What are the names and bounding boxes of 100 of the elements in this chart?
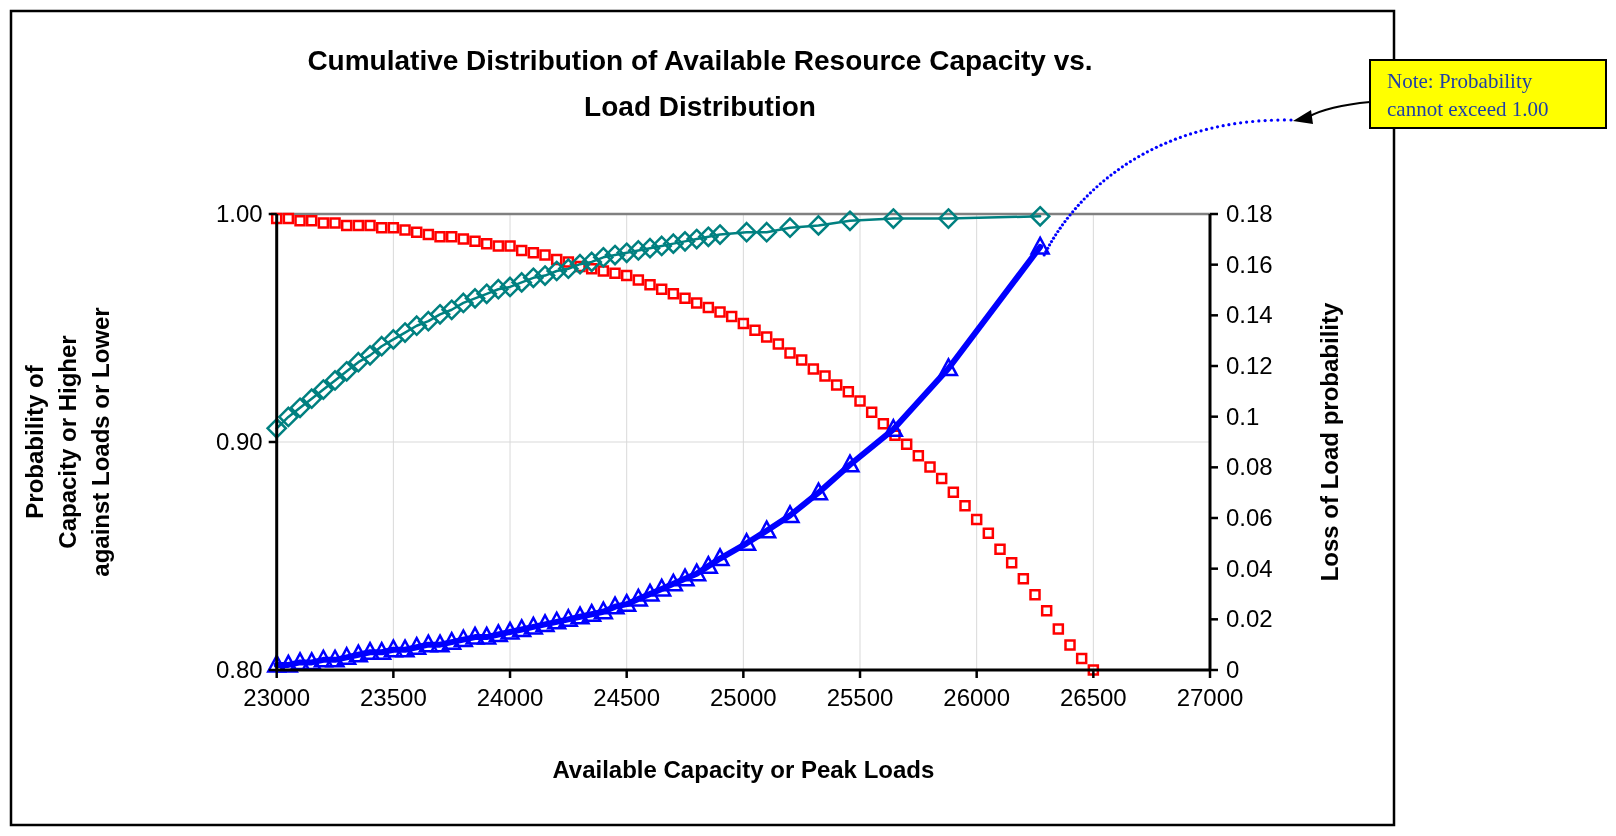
point [313, 649, 334, 668]
x-tick-label: 26500 [1059, 684, 1127, 711]
point [1029, 205, 1051, 227]
point [301, 388, 323, 410]
point [406, 315, 428, 337]
x-tick-label: 25500 [826, 684, 894, 711]
point [639, 237, 661, 259]
point [569, 253, 591, 275]
point [651, 578, 672, 597]
point [453, 292, 474, 314]
point [266, 417, 288, 439]
x-tick-label: 25000 [709, 684, 777, 711]
point [441, 299, 463, 321]
point [499, 276, 521, 298]
y2-tick-label: 0.06 [1226, 504, 1273, 531]
chart-title: Cumulative Distribution of Available Resource Capacity vs. Load Distribution [307, 45, 1093, 122]
point [710, 548, 730, 567]
point [465, 626, 485, 645]
point [511, 272, 533, 293]
point [604, 244, 626, 266]
point [406, 636, 427, 655]
point [663, 573, 684, 592]
point [698, 226, 719, 248]
y2-tick-label: 0.08 [1226, 453, 1273, 481]
point [558, 608, 579, 628]
y2-tick-label: 0 [1226, 656, 1240, 683]
point [313, 379, 334, 400]
point [593, 601, 614, 620]
x-tick-label: 27000 [1176, 684, 1244, 711]
point [698, 555, 719, 574]
point [616, 242, 638, 264]
point [488, 624, 509, 643]
point [709, 224, 731, 245]
point [383, 329, 404, 350]
point [302, 652, 322, 671]
point [359, 345, 381, 366]
x-tick-label: 26000 [943, 684, 1011, 711]
y-axis-title: Probability of Capacity or Higher against Loads or Lower [21, 307, 114, 577]
point [581, 603, 602, 623]
point [651, 235, 673, 257]
point [756, 520, 777, 539]
point [640, 583, 660, 602]
point [429, 303, 451, 325]
point [267, 654, 287, 673]
point [372, 641, 392, 661]
point [938, 358, 959, 377]
point [523, 267, 544, 289]
point [558, 258, 579, 280]
point [535, 614, 555, 633]
x-tick-label: 24000 [476, 684, 544, 711]
point [418, 634, 439, 653]
point [686, 228, 708, 250]
point [628, 240, 649, 261]
point [383, 639, 404, 658]
point [736, 221, 757, 243]
point [674, 231, 696, 252]
y2-axis-title: Loss of Load probability [1316, 302, 1343, 582]
point [348, 644, 369, 663]
y-tick-label: 0.90 [215, 428, 263, 455]
point [453, 629, 474, 648]
point [581, 251, 603, 273]
y2-tick-label: 0.1 [1226, 402, 1260, 430]
point [686, 563, 707, 582]
point [418, 310, 439, 332]
point [511, 619, 532, 638]
point [395, 639, 415, 658]
y2-tick-label: 0.16 [1226, 250, 1273, 278]
x-tick-label: 24500 [593, 684, 661, 711]
point [289, 397, 311, 419]
point [736, 532, 757, 552]
point [616, 593, 637, 612]
point [476, 283, 498, 305]
point [808, 215, 829, 236]
point [938, 208, 959, 229]
point [546, 260, 568, 282]
y-tick-label: 1.00 [215, 200, 263, 227]
y2-tick-label: 0.12 [1226, 352, 1273, 379]
y2-tick-label: 0.04 [1226, 554, 1273, 582]
point [371, 335, 393, 357]
point [1030, 236, 1050, 255]
point [883, 208, 904, 229]
point [546, 611, 567, 630]
point [523, 616, 544, 635]
x-tick-label: 23000 [243, 684, 311, 711]
point [394, 322, 416, 343]
x-tick-label: 23500 [359, 684, 427, 711]
text: Note: Probability cannot exceed 1.00 [1387, 69, 1549, 121]
point [488, 278, 509, 300]
point [441, 631, 462, 650]
y2-tick-label: 0.14 [1226, 301, 1273, 329]
point [883, 418, 904, 438]
point [278, 406, 299, 428]
point [325, 649, 345, 668]
point [278, 654, 299, 673]
point [476, 626, 497, 645]
point [663, 233, 684, 254]
x-axis-title: Available Capacity or Peak Loads [552, 756, 935, 783]
point [430, 634, 450, 653]
point [756, 221, 778, 243]
point [336, 360, 358, 382]
